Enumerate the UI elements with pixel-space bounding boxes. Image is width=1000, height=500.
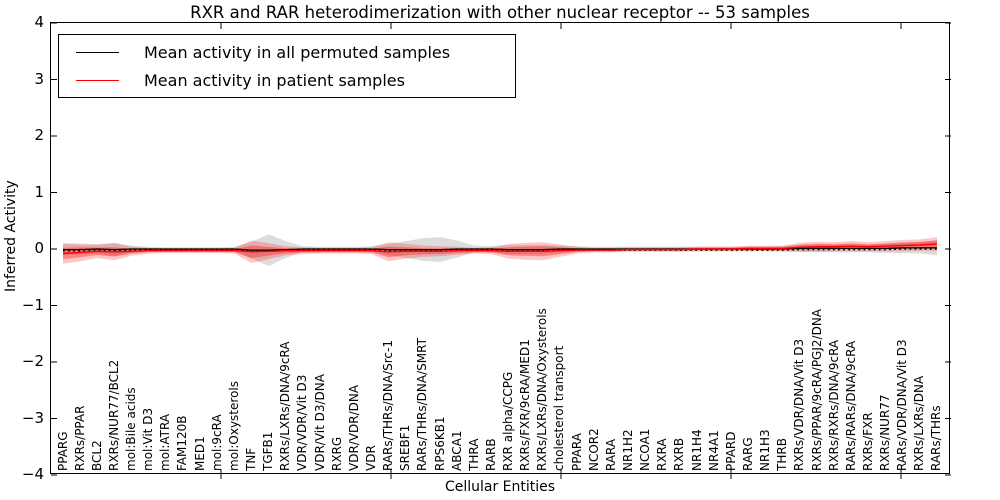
x-entity-label: NR4A1 bbox=[706, 430, 721, 471]
x-entity-label: RXRA bbox=[655, 438, 670, 471]
x-entity-label: RXRG bbox=[329, 436, 344, 471]
x-entity-label: RXRs/NUR77/BCL2 bbox=[106, 359, 121, 471]
x-entity-label: THRB bbox=[775, 438, 790, 471]
x-entity-label: cholesterol transport bbox=[552, 345, 567, 471]
x-entity-label: mol:Oxysterols bbox=[226, 381, 241, 471]
x-entity-label: SREBF1 bbox=[398, 424, 413, 471]
x-entity-label: mol:Vit D3 bbox=[141, 407, 156, 471]
x-entity-label: mol:Bile acids bbox=[124, 387, 139, 471]
x-entity-label: ABCA1 bbox=[449, 430, 464, 471]
x-entity-label: RXRs/NUR77 bbox=[878, 394, 893, 471]
y-tick-label: 2 bbox=[34, 126, 44, 144]
x-entity-label: mol:ATRA bbox=[158, 413, 173, 471]
permuted-line-swatch bbox=[76, 51, 119, 53]
x-entity-label: FAM120B bbox=[175, 415, 190, 472]
x-entity-label: RXRs/PPAR/9cRA/PGJ2/DNA bbox=[809, 309, 824, 471]
x-entity-label: RARs/THRs/DNA/SMRT bbox=[415, 338, 430, 471]
x-entity-label: RARB bbox=[483, 438, 498, 471]
x-entity-label: VDR bbox=[363, 445, 378, 471]
x-entity-label: RXRs/VDR/DNA/Vit D3 bbox=[792, 338, 807, 471]
x-entity-label: mol:9cRA bbox=[209, 414, 224, 471]
legend-item-patient: Mean activity in patient samples bbox=[76, 71, 515, 90]
x-entity-label: TNF bbox=[244, 447, 258, 471]
x-entity-label: RXRs/FXR bbox=[860, 412, 875, 471]
x-entity-label: TGFB1 bbox=[261, 431, 276, 471]
x-entity-label: VDR/VDR/DNA bbox=[346, 384, 361, 471]
x-entity-label: RARG bbox=[740, 437, 755, 471]
permuted-mean-line bbox=[63, 247, 937, 251]
x-entity-label: RARs/THRs/DNA/Src-1 bbox=[381, 340, 396, 471]
x-entity-label: NR1H2 bbox=[621, 429, 636, 471]
x-entity-label: NR1H3 bbox=[758, 429, 773, 471]
plot-title: RXR and RAR heterodimerization with othe… bbox=[190, 3, 810, 22]
patient-line-swatch bbox=[76, 79, 119, 81]
chart-canvas bbox=[51, 22, 951, 479]
x-entity-label: RXRs/FXR/9cRA/MED1 bbox=[518, 339, 533, 471]
x-entity-label: RARs/VDR/DNA/Vit D3 bbox=[895, 339, 910, 471]
x-entity-label: RARs/THRs bbox=[929, 405, 944, 471]
x-entity-label: RXRs/LXRs/DNA/Oxysterols bbox=[535, 308, 550, 471]
x-entity-label: PPARG bbox=[55, 431, 70, 471]
chart-svg bbox=[51, 22, 951, 479]
x-entity-label: NR1H4 bbox=[689, 429, 704, 471]
x-entity-label: RXRs/LXRs/DNA bbox=[912, 375, 927, 471]
x-entity-label: PPARA bbox=[569, 433, 584, 471]
x-entity-label: RPS6KB1 bbox=[432, 416, 447, 471]
x-entity-label: RARA bbox=[603, 438, 618, 471]
plot-area: PPARG RXRs/PPAR BCL2 RXRs/NUR77/BCL2 mol:Bil… bbox=[50, 22, 951, 479]
x-entity-label: BCL2 bbox=[89, 440, 104, 471]
x-entity-label: RXR alpha/CCPG bbox=[501, 371, 516, 471]
y-tick-label: −4 bbox=[21, 465, 44, 483]
x-entity-label: MED1 bbox=[192, 436, 207, 471]
patient-mean-line bbox=[62, 243, 938, 255]
x-entity-label: THRA bbox=[466, 438, 481, 471]
permuted-band bbox=[63, 234, 937, 266]
y-tick-label: 3 bbox=[34, 69, 44, 88]
x-entity-label: RXRB bbox=[672, 437, 687, 471]
legend-item-permuted: Mean activity in all permuted samples bbox=[76, 43, 515, 62]
y-tick-label: −1 bbox=[21, 295, 44, 314]
y-tick-label: 4 bbox=[34, 13, 44, 31]
x-entity-label: RXRs/PPAR bbox=[72, 405, 87, 471]
x-entity-label: RXRs/LXRs/DNA/9cRA bbox=[278, 341, 293, 472]
y-tick-label: −2 bbox=[21, 352, 44, 370]
legend: Mean activity in all permuted samples Me… bbox=[58, 34, 516, 98]
y-tick-label: −3 bbox=[21, 408, 44, 427]
x-entity-label: NCOA1 bbox=[638, 428, 653, 471]
x-entity-label: RARs/RARs/DNA/9cRA bbox=[843, 340, 858, 471]
axis-ticks bbox=[51, 22, 951, 479]
x-axis-label: Cellular Entities bbox=[444, 479, 556, 495]
y-tick-label: 1 bbox=[34, 182, 44, 201]
x-entity-label: PPARD bbox=[723, 431, 738, 472]
legend-item-label: Mean activity in all permuted samples bbox=[144, 42, 451, 62]
x-entity-label: VDR/Vit D3/DNA bbox=[312, 374, 327, 471]
x-entity-label: RXRs/RXRs/DNA/9cRA bbox=[826, 339, 841, 471]
x-entity-label: NCOR2 bbox=[586, 428, 601, 471]
x-entity-label: VDR/VDR/Vit D3 bbox=[295, 374, 310, 471]
y-tick-label: 0 bbox=[34, 239, 44, 257]
legend-item-label: Mean activity in patient samples bbox=[144, 70, 405, 90]
